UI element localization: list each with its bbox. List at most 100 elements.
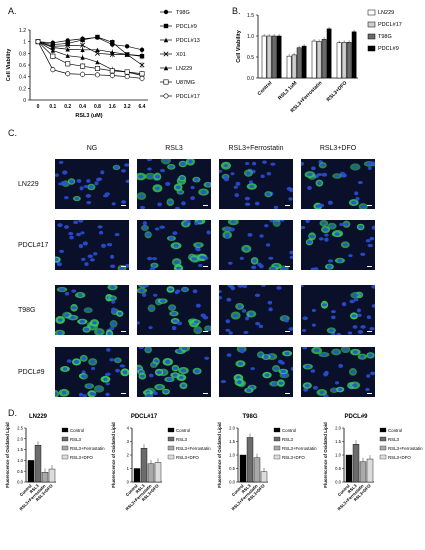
lipid-stain — [189, 319, 200, 328]
micrograph-background — [301, 159, 375, 209]
nucleus — [324, 370, 329, 375]
nucleus — [58, 182, 64, 186]
nucleus — [350, 370, 356, 374]
lipid-stain — [116, 310, 124, 317]
lipid-stain — [150, 262, 159, 269]
nucleus — [252, 258, 257, 263]
lipid-stain — [318, 351, 330, 358]
lipid-stain — [140, 224, 149, 231]
data-point — [94, 72, 100, 78]
row-title-pdcl-9: PDCL#9 — [18, 369, 45, 376]
nucleus — [111, 321, 116, 326]
nucleus — [148, 373, 154, 378]
nucleus — [115, 358, 120, 362]
nucleus — [182, 287, 188, 292]
nucleus — [81, 356, 87, 361]
nucleus — [91, 366, 96, 371]
nucleus — [321, 221, 327, 225]
nucleus — [73, 359, 80, 364]
micrograph-cells — [219, 159, 293, 209]
nucleus — [336, 332, 342, 335]
y-tick-label: 0.5 — [17, 469, 23, 474]
nucleus — [341, 174, 347, 178]
legend-item-rsl3-ferrostatin: RSL3+Ferrostatin — [273, 445, 317, 451]
nucleus — [313, 348, 320, 353]
lipid-stain — [204, 325, 211, 332]
lipid-stain — [348, 199, 359, 207]
micrograph-pdcl-17-rsl3-ferrostatin — [219, 220, 293, 270]
lipid-stain — [279, 372, 290, 379]
legend-label: LN229 — [176, 66, 192, 72]
data-point — [124, 69, 130, 75]
lipid-stain — [137, 192, 147, 201]
nucleus — [109, 264, 116, 268]
y-tick-label: 0.8 — [19, 51, 26, 57]
nucleus — [198, 263, 203, 268]
bar-pdcl-9 — [351, 31, 357, 79]
lipid-stain — [110, 308, 119, 316]
y-tick-label: 0.6 — [19, 63, 26, 69]
nucleus — [183, 221, 188, 226]
nucleus — [125, 179, 129, 183]
bar-pdcl-9 — [301, 45, 307, 79]
nucleus — [220, 379, 227, 384]
nucleus — [322, 303, 327, 307]
nucleus — [153, 293, 158, 297]
nucleus — [181, 201, 186, 206]
nucleus — [314, 174, 319, 179]
bar-rsl3-dfo — [366, 458, 374, 483]
legend-label: RSL3 — [388, 437, 400, 442]
micrograph-cells — [137, 285, 211, 335]
lipid-stain — [340, 347, 351, 354]
lipid-stain — [138, 372, 147, 380]
nucleus — [232, 313, 239, 318]
nucleus — [225, 233, 230, 238]
nucleus — [236, 380, 242, 385]
micrograph-ln229-rsl3-ferrostatin — [219, 159, 293, 209]
series-line — [37, 36, 143, 57]
legend-label: RSL3 — [282, 437, 294, 442]
nucleus — [223, 177, 230, 182]
nucleus — [244, 196, 251, 201]
bar-pdcl-17 — [266, 35, 272, 79]
nucleus — [57, 330, 63, 335]
lipid-stain — [318, 161, 327, 169]
nucleus — [305, 364, 311, 369]
nucleus — [106, 242, 113, 247]
lipid-stain — [84, 383, 95, 389]
nucleus — [276, 286, 282, 290]
nucleus — [87, 254, 93, 259]
data-point — [109, 52, 115, 57]
micrograph-t98g-rsl3-dfo — [301, 285, 375, 335]
micrograph-t98g-ng — [55, 285, 129, 335]
bar-rsl3-dfo — [48, 468, 56, 483]
nucleus — [194, 246, 201, 251]
nucleus — [311, 166, 316, 171]
lipid-stain — [164, 376, 175, 383]
lipid-stain — [142, 389, 153, 396]
nucleus — [360, 252, 366, 257]
nucleus — [323, 227, 329, 232]
micrograph-pdcl-17-rsl3 — [137, 220, 211, 270]
bar-rsl3-ferrostatin — [253, 457, 261, 483]
nucleus — [171, 326, 177, 331]
lipid-stain — [193, 326, 203, 335]
nucleus — [229, 227, 235, 232]
lipid-stain — [173, 183, 183, 192]
lipid-stain — [250, 257, 259, 265]
lipid-stain — [154, 368, 164, 376]
nucleus — [165, 359, 171, 365]
nucleus — [83, 327, 90, 332]
nucleus — [146, 347, 151, 352]
nucleus — [339, 222, 344, 227]
nucleus — [151, 363, 157, 367]
nucleus — [154, 227, 160, 231]
lipid-stain — [272, 220, 281, 228]
chart-title: PDCL#9 — [344, 414, 368, 420]
nucleus — [320, 163, 326, 167]
legend-swatch — [167, 445, 175, 451]
nucleus — [368, 353, 373, 358]
lipid-stain — [282, 350, 293, 357]
nucleus — [179, 179, 184, 183]
micrograph-background — [301, 285, 375, 335]
